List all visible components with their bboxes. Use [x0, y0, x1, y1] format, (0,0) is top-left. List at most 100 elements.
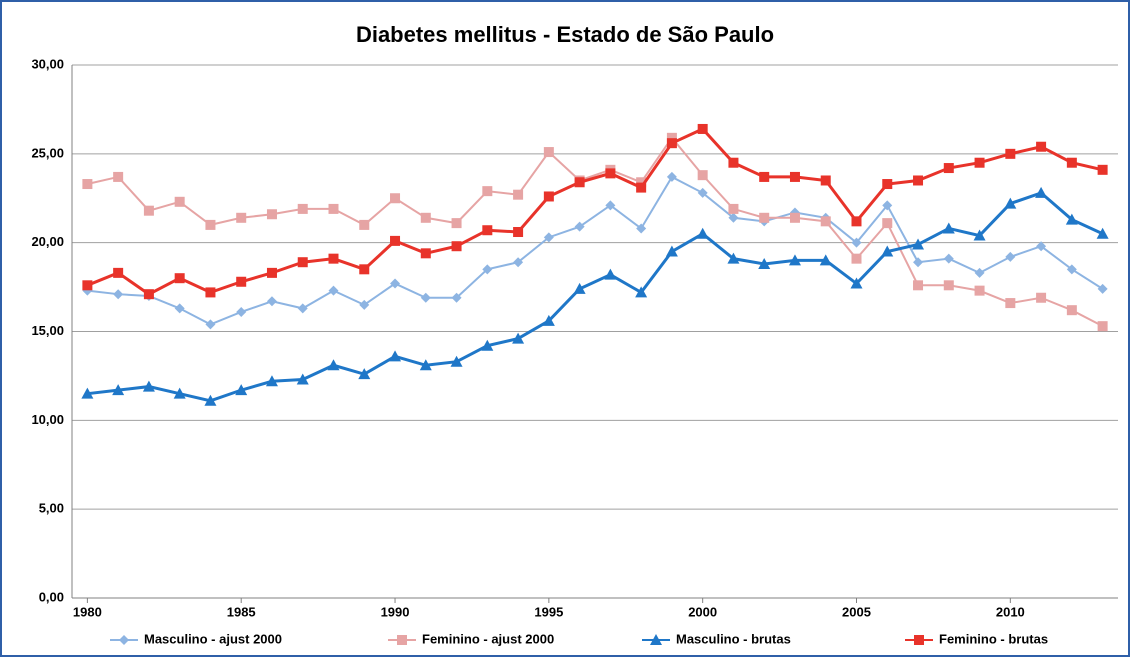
data-point: [297, 303, 308, 314]
data-point: [359, 219, 370, 230]
data-point: [727, 252, 740, 264]
y-tick-label: 10,00: [31, 412, 64, 427]
data-point: [174, 273, 185, 284]
data-point: [913, 175, 924, 186]
data-point: [1066, 305, 1077, 316]
data-point: [390, 235, 401, 246]
y-tick-label: 0,00: [39, 589, 64, 604]
legend-label: Feminino - ajust 2000: [422, 631, 554, 646]
data-point: [759, 171, 770, 182]
data-point: [420, 292, 431, 303]
data-point: [266, 296, 277, 307]
x-tick-label: 2000: [688, 604, 717, 619]
data-point: [143, 205, 154, 216]
data-point: [513, 227, 524, 238]
data-point: [974, 267, 985, 278]
data-point: [513, 257, 524, 268]
data-point: [882, 218, 893, 229]
legend-label: Masculino - ajust 2000: [144, 631, 282, 646]
data-point: [113, 267, 124, 278]
data-point: [820, 216, 831, 227]
x-tick-label: 1985: [227, 604, 256, 619]
data-point: [359, 299, 370, 310]
legend-marker: [397, 635, 407, 645]
data-point: [974, 285, 985, 296]
data-point: [942, 222, 955, 234]
data-point: [758, 257, 771, 269]
data-point: [605, 168, 616, 179]
data-point: [574, 177, 585, 188]
data-point: [759, 212, 770, 223]
data-point: [420, 212, 431, 223]
data-point: [943, 280, 954, 291]
data-point: [1005, 298, 1016, 309]
data-point: [728, 212, 739, 223]
data-point: [359, 264, 370, 275]
data-point: [666, 171, 677, 182]
data-point: [266, 267, 277, 278]
data-point: [574, 221, 585, 232]
data-point: [1096, 227, 1109, 239]
data-point: [205, 319, 216, 330]
data-point: [882, 200, 893, 211]
data-point: [819, 254, 832, 266]
data-point: [113, 289, 124, 300]
data-point: [943, 253, 954, 264]
data-point: [851, 237, 862, 248]
data-point: [389, 350, 402, 362]
data-point: [789, 212, 800, 223]
data-point: [1004, 197, 1017, 209]
data-point: [635, 286, 648, 298]
data-point: [451, 218, 462, 229]
data-point: [420, 248, 431, 259]
data-point: [636, 223, 647, 234]
data-point: [604, 268, 617, 280]
data-point: [697, 170, 708, 181]
data-point: [174, 303, 185, 314]
data-point: [482, 225, 493, 236]
data-point: [296, 373, 309, 385]
data-point: [174, 196, 185, 207]
data-point: [205, 287, 216, 298]
data-point: [1097, 164, 1108, 175]
data-point: [358, 368, 371, 380]
data-point: [1005, 251, 1016, 262]
data-point: [728, 157, 739, 168]
legend-marker: [914, 635, 924, 645]
data-point: [1097, 321, 1108, 332]
data-point: [820, 175, 831, 186]
data-point: [542, 314, 555, 326]
data-point: [390, 193, 401, 204]
data-point: [728, 203, 739, 214]
data-point: [265, 375, 278, 387]
data-point: [328, 253, 339, 264]
data-point: [482, 186, 493, 197]
data-point: [1065, 213, 1078, 225]
data-point: [328, 285, 339, 296]
y-tick-label: 20,00: [31, 234, 64, 249]
data-point: [82, 280, 93, 291]
data-point: [788, 254, 801, 266]
data-point: [943, 163, 954, 174]
series-line: [87, 191, 1104, 403]
data-point: [1035, 186, 1048, 198]
data-point: [573, 282, 586, 294]
data-point: [1005, 148, 1016, 159]
data-point: [513, 189, 524, 200]
x-tick-label: 1995: [534, 604, 563, 619]
data-point: [789, 171, 800, 182]
data-point: [697, 123, 708, 134]
data-point: [236, 306, 247, 317]
data-point: [1036, 241, 1047, 252]
data-point: [328, 203, 339, 214]
data-point: [543, 191, 554, 202]
data-point: [142, 380, 155, 392]
data-point: [451, 241, 462, 252]
data-point: [973, 229, 986, 241]
data-point: [266, 209, 277, 220]
data-point: [236, 212, 247, 223]
data-point: [481, 339, 494, 351]
data-point: [851, 216, 862, 227]
